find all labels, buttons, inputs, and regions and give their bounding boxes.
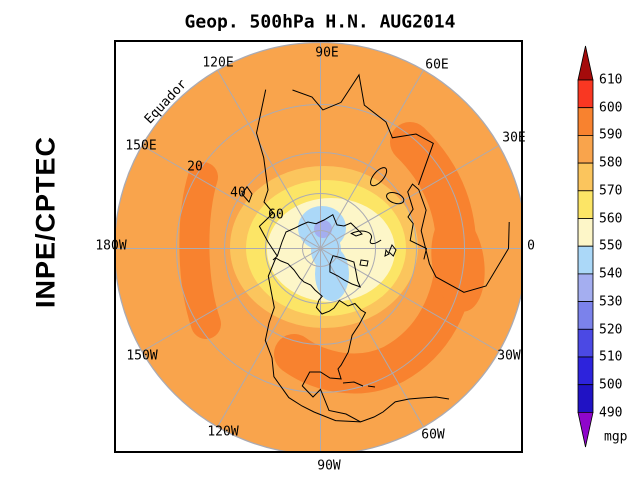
colorbar-seg-520-530 [577, 301, 594, 330]
page-title: Geop. 500hPa H.N. AUG2014 [184, 11, 456, 33]
lon-label-150w: 150W [126, 348, 158, 364]
contour-low-540-550-c [311, 230, 341, 270]
cbar-tick-510: 510 [599, 349, 623, 365]
contour-region-590-600-asia-atlantic [274, 122, 477, 394]
cbar-tick-580: 580 [599, 155, 623, 171]
lon-label-90e: 90E [315, 45, 339, 61]
colorbar-seg-540-550 [577, 245, 594, 275]
colorbar-seg-570-580 [577, 162, 594, 192]
colorbar-seg-510-520 [577, 328, 594, 358]
coastlines [241, 73, 510, 423]
colorbar-arrow-low [577, 411, 594, 448]
contour-region-590-600-pacific [179, 162, 221, 339]
lon-label-30e: 30E [502, 130, 526, 146]
cbar-tick-570: 570 [599, 183, 623, 199]
colorbar-seg-500-510 [577, 356, 594, 386]
cbar-tick-500: 500 [599, 377, 623, 393]
lon-label-120e: 120E [202, 55, 234, 71]
cbar-tick-520: 520 [599, 322, 623, 337]
cbar-tick-490: 490 [599, 405, 623, 421]
lon-label-150e: 150E [125, 138, 157, 154]
colorbar-seg-600-610 [577, 79, 594, 109]
lon-label-180w: 180W [95, 238, 127, 254]
lon-label-60e: 60E [425, 57, 449, 73]
contour-region-590-600-asia-core [431, 212, 485, 312]
cbar-unit-label: mgp [604, 429, 628, 445]
map-frame [114, 40, 523, 453]
lat-label-40: 40 [230, 185, 246, 201]
cbar-tick-530: 530 [599, 294, 623, 310]
cbar-tick-610: 610 [599, 72, 623, 88]
lon-label-30w: 30W [497, 348, 521, 364]
colorbar-seg-580-590 [577, 135, 594, 164]
cbar-tick-590: 590 [599, 127, 623, 143]
lon-label-0: 0 [527, 238, 535, 254]
colorbar-arrow-high [577, 45, 594, 81]
cbar-tick-550: 550 [599, 238, 623, 254]
cbar-tick-560: 560 [599, 211, 623, 227]
lon-label-120w: 120W [207, 424, 239, 440]
colorbar-seg-560-570 [577, 190, 594, 219]
map-canvas [116, 42, 521, 451]
contour-min-530-540 [314, 220, 332, 238]
colorbar [577, 45, 594, 448]
cbar-tick-540: 540 [599, 266, 623, 282]
cbar-tick-600: 600 [599, 100, 623, 116]
colorbar-seg-550-560 [577, 218, 594, 247]
lat-label-20: 20 [187, 159, 203, 175]
lat-label-60: 60 [268, 207, 284, 223]
colorbar-seg-530-540 [577, 273, 594, 302]
lon-label-90w: 90W [317, 458, 341, 474]
equator-circle [116, 42, 521, 451]
lon-label-60w: 60W [421, 427, 445, 443]
colorbar-seg-590-600 [577, 107, 594, 136]
source-label: INPE/CPTEC [30, 135, 61, 309]
colorbar-seg-490-500 [577, 384, 594, 413]
